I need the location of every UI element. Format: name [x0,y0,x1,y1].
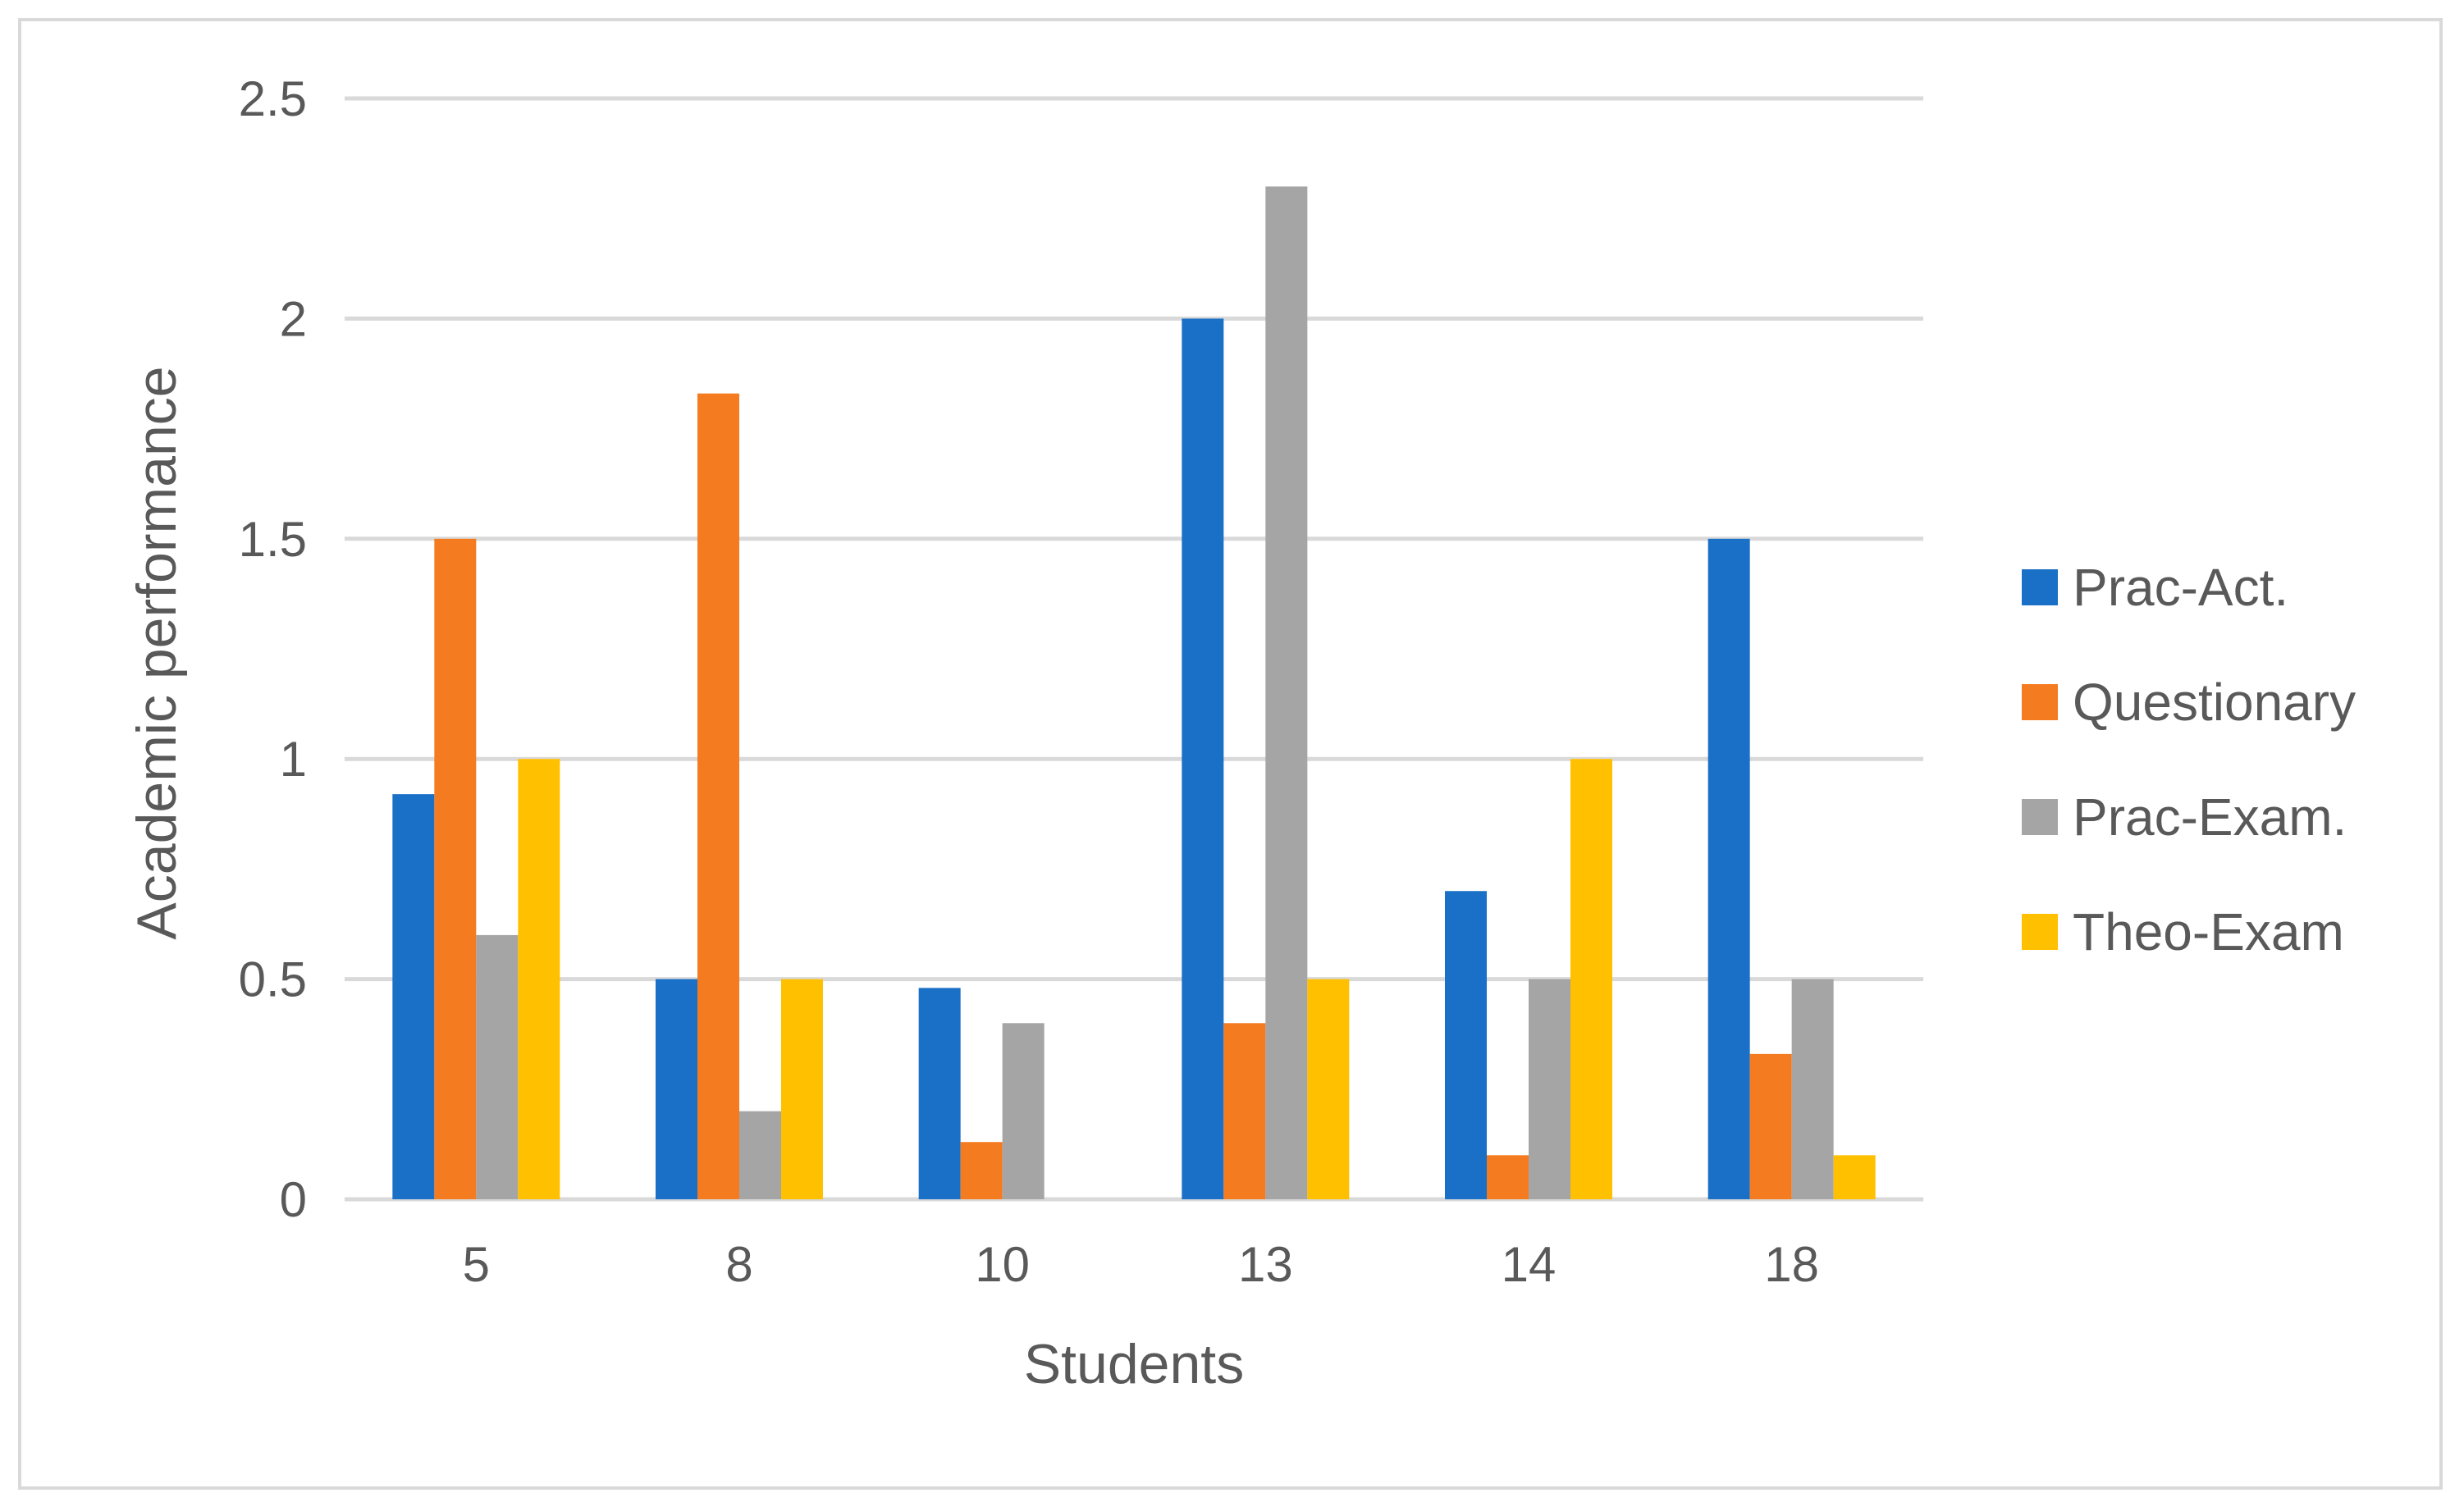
x-tick-label: 14 [1502,1237,1557,1292]
x-tick-label: 5 [463,1237,490,1292]
bar [1570,759,1612,1199]
bar [1223,1023,1266,1199]
y-tick-label: 2.5 [239,71,307,126]
bar [1833,1155,1876,1199]
bar [739,1111,781,1199]
bar [1749,1053,1792,1199]
y-axis-title: Academic performance [126,366,188,939]
x-tick-label: 10 [975,1237,1030,1292]
legend-swatch [2022,914,2058,950]
bar [1182,318,1224,1199]
bar [1791,979,1834,1199]
x-tick-label: 18 [1764,1237,1819,1292]
bar [1707,538,1750,1199]
y-tick-label: 1 [280,732,307,787]
legend-label: Theo-Exam [2073,902,2344,961]
bar [781,979,823,1199]
bar [918,988,961,1199]
bar [960,1142,1003,1199]
bar [1265,186,1308,1200]
bar [434,538,477,1199]
chart-frame: 0 0.5 1 1.5 2 2.5 5 8 10 13 14 18 Students Academi… [18,18,2443,1490]
y-tick-label: 0 [280,1172,307,1227]
bar [1445,891,1487,1199]
legend-swatch [2022,569,2058,605]
bar-chart: 0 0.5 1 1.5 2 2.5 5 8 10 13 14 18 Students Academi… [126,71,2356,1395]
y-tick-label: 1.5 [239,512,307,567]
legend-label: Prac-Exam. [2073,787,2347,847]
bar [392,794,435,1199]
bar [697,393,739,1199]
legend-label: Questionary [2073,673,2356,732]
x-tick-label: 13 [1238,1237,1293,1292]
x-tick-label: 8 [725,1237,752,1292]
y-tick-label: 2 [280,291,307,346]
bar [1529,979,1570,1199]
bar [656,979,697,1199]
y-axis-ticks: 0 0.5 1 1.5 2 2.5 [239,71,307,1227]
bar [1002,1023,1045,1199]
legend-swatch [2022,799,2058,835]
gridlines [345,96,1923,1202]
y-tick-label: 0.5 [239,952,307,1007]
bar [476,934,519,1199]
bar [1307,979,1350,1199]
legend-label: Prac-Act. [2073,558,2288,617]
bars [392,186,1876,1200]
legend: Prac-Act. Questionary Prac-Exam. Theo-Exam [2022,558,2356,961]
x-axis-title: Students [1024,1333,1244,1395]
bar [518,759,560,1199]
legend-swatch [2022,684,2058,720]
bar [1487,1155,1529,1199]
x-axis-ticks: 5 8 10 13 14 18 [463,1237,1819,1292]
